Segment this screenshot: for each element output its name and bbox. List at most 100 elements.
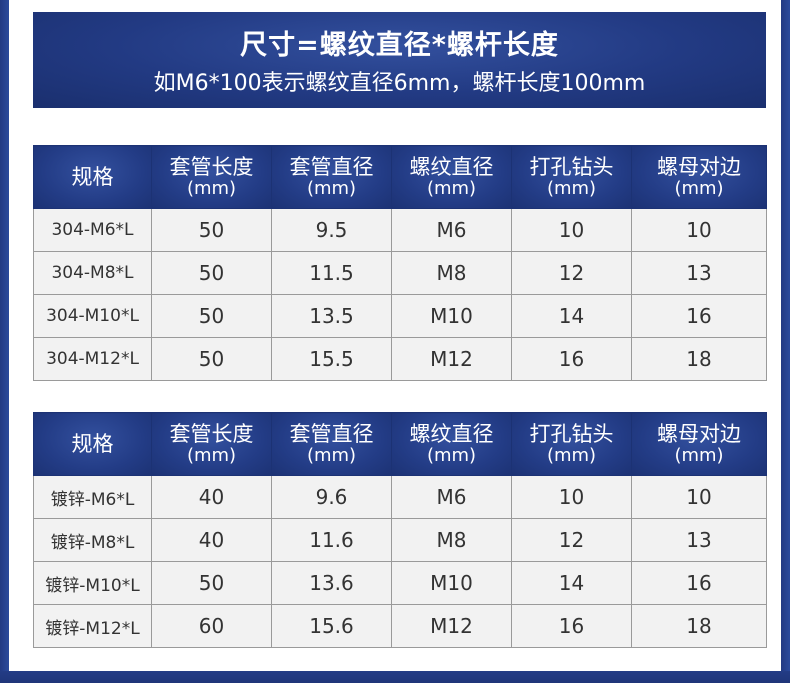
banner-subtitle: 如M6*100表示螺纹直径6mm，螺杆长度100mm — [153, 71, 646, 96]
table-cell: M8 — [391, 251, 512, 295]
col-header-sleeve-diameter: 套管直径 (mm) — [271, 145, 392, 209]
table-cell: 11.5 — [271, 251, 392, 295]
table-cell: 9.5 — [271, 208, 392, 252]
table-cell: 12 — [511, 518, 632, 562]
frame-right-border — [781, 0, 790, 683]
table-cell: 16 — [631, 561, 767, 605]
table-header-row: 规格 套管长度 (mm) 套管直径 (mm) 螺纹直径 (mm) 打孔钻头 (mm) 螺… — [33, 412, 767, 476]
table-cell: 13 — [631, 518, 767, 562]
frame-left-border — [0, 0, 9, 683]
table-cell: 50 — [151, 561, 272, 605]
col-header-label: 螺母对边 — [657, 155, 741, 179]
table-cell: 304-M8*L — [33, 251, 152, 295]
table-cell: 镀锌-M8*L — [33, 518, 152, 562]
table-cell: 14 — [511, 561, 632, 605]
table-cell: 16 — [631, 294, 767, 338]
col-header-drill-bit: 打孔钻头 (mm) — [511, 412, 632, 476]
col-header-sleeve-length: 套管长度 (mm) — [151, 145, 272, 209]
content-panel: 尺寸=螺纹直径*螺杆长度 如M6*100表示螺纹直径6mm，螺杆长度100mm … — [9, 0, 781, 671]
table-cell: 9.6 — [271, 475, 392, 519]
col-header-label: 打孔钻头 — [529, 155, 614, 179]
table-cell: 10 — [631, 208, 767, 252]
table-cell: 10 — [511, 208, 632, 252]
table-cell: 15.6 — [271, 604, 392, 648]
col-header-unit: (mm) — [546, 445, 597, 466]
table-cell: 304-M10*L — [33, 294, 152, 338]
col-header-drill-bit: 打孔钻头 (mm) — [511, 145, 632, 209]
table-cell: 18 — [631, 337, 767, 381]
col-header-unit: (mm) — [306, 178, 357, 199]
col-header-label: 套管长度 — [169, 422, 254, 446]
table-row: 镀锌-M12*L 60 15.6 M12 16 18 — [33, 604, 767, 648]
col-header-nut-width: 螺母对边 (mm) — [631, 145, 767, 209]
table-cell: 304-M12*L — [33, 337, 152, 381]
table-header-row: 规格 套管长度 (mm) 套管直径 (mm) 螺纹直径 (mm) 打孔钻头 (mm) 螺… — [33, 145, 767, 209]
table-row: 镀锌-M8*L 40 11.6 M8 12 13 — [33, 518, 767, 562]
table-cell: 镀锌-M6*L — [33, 475, 152, 519]
col-header-thread-diameter: 螺纹直径 (mm) — [391, 412, 512, 476]
col-header-label: 规格 — [71, 432, 114, 456]
table-cell: 10 — [511, 475, 632, 519]
table-cell: M12 — [391, 337, 512, 381]
col-header-sleeve-diameter: 套管直径 (mm) — [271, 412, 392, 476]
col-header-sleeve-length: 套管长度 (mm) — [151, 412, 272, 476]
table-row: 镀锌-M6*L 40 9.6 M6 10 10 — [33, 475, 767, 519]
col-header-spec: 规格 — [33, 145, 152, 209]
spec-table-304: 规格 套管长度 (mm) 套管直径 (mm) 螺纹直径 (mm) 打孔钻头 (mm) 螺… — [33, 145, 767, 381]
table-cell: 50 — [151, 337, 272, 381]
banner-title: 尺寸=螺纹直径*螺杆长度 — [240, 30, 559, 61]
col-header-label: 套管长度 — [169, 155, 254, 179]
col-header-nut-width: 螺母对边 (mm) — [631, 412, 767, 476]
table-cell: 16 — [511, 604, 632, 648]
table-cell: M10 — [391, 294, 512, 338]
table-cell: 15.5 — [271, 337, 392, 381]
table-row: 304-M6*L 50 9.5 M6 10 10 — [33, 208, 767, 252]
table-cell: 50 — [151, 251, 272, 295]
col-header-unit: (mm) — [186, 178, 237, 199]
table-cell: 镀锌-M12*L — [33, 604, 152, 648]
table-cell: 50 — [151, 208, 272, 252]
col-header-label: 套管直径 — [289, 155, 374, 179]
table-cell: M6 — [391, 208, 512, 252]
col-header-unit: (mm) — [186, 445, 237, 466]
table-cell: M6 — [391, 475, 512, 519]
table-row: 304-M12*L 50 15.5 M12 16 18 — [33, 337, 767, 381]
table-row: 304-M10*L 50 13.5 M10 14 16 — [33, 294, 767, 338]
table-row: 304-M8*L 50 11.5 M8 12 13 — [33, 251, 767, 295]
table-cell: M12 — [391, 604, 512, 648]
table-cell: 40 — [151, 475, 272, 519]
col-header-unit: (mm) — [306, 445, 357, 466]
table-cell: M10 — [391, 561, 512, 605]
table-cell: 14 — [511, 294, 632, 338]
table-cell: 13 — [631, 251, 767, 295]
table-cell: M8 — [391, 518, 512, 562]
table-cell: 13.5 — [271, 294, 392, 338]
table-cell: 304-M6*L — [33, 208, 152, 252]
col-header-label: 螺纹直径 — [409, 155, 494, 179]
spec-table-galvanized: 规格 套管长度 (mm) 套管直径 (mm) 螺纹直径 (mm) 打孔钻头 (mm) 螺… — [33, 412, 767, 648]
col-header-label: 打孔钻头 — [529, 422, 614, 446]
col-header-label: 套管直径 — [289, 422, 374, 446]
col-header-unit: (mm) — [546, 178, 597, 199]
col-header-unit: (mm) — [426, 178, 477, 199]
table-cell: 60 — [151, 604, 272, 648]
table-cell: 11.6 — [271, 518, 392, 562]
size-explanation-banner: 尺寸=螺纹直径*螺杆长度 如M6*100表示螺纹直径6mm，螺杆长度100mm — [33, 12, 766, 108]
table-cell: 镀锌-M10*L — [33, 561, 152, 605]
col-header-label: 螺母对边 — [657, 422, 741, 446]
frame-bottom-border — [0, 671, 790, 683]
col-header-spec: 规格 — [33, 412, 152, 476]
col-header-unit: (mm) — [426, 445, 477, 466]
table-cell: 16 — [511, 337, 632, 381]
col-header-unit: (mm) — [674, 445, 724, 466]
col-header-thread-diameter: 螺纹直径 (mm) — [391, 145, 512, 209]
table-cell: 10 — [631, 475, 767, 519]
table-cell: 18 — [631, 604, 767, 648]
table-cell: 13.6 — [271, 561, 392, 605]
col-header-unit: (mm) — [674, 178, 724, 199]
col-header-label: 螺纹直径 — [409, 422, 494, 446]
table-cell: 50 — [151, 294, 272, 338]
table-cell: 12 — [511, 251, 632, 295]
table-cell: 40 — [151, 518, 272, 562]
table-row: 镀锌-M10*L 50 13.6 M10 14 16 — [33, 561, 767, 605]
